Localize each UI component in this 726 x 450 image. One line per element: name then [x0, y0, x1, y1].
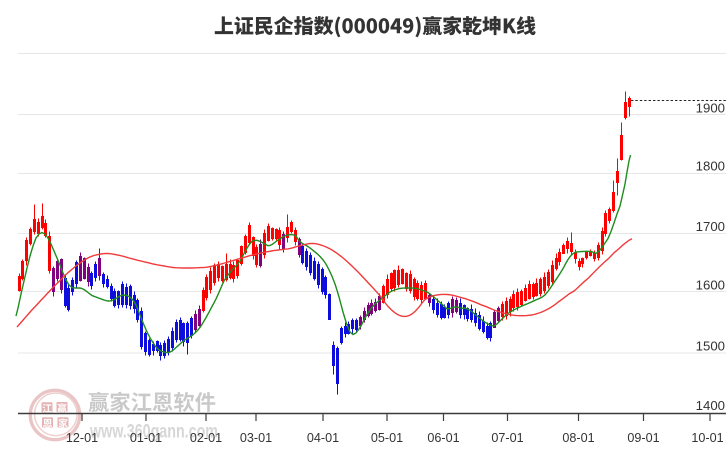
- svg-text:06-01: 06-01: [427, 431, 459, 445]
- svg-text:04-01: 04-01: [307, 431, 339, 445]
- svg-text:05-01: 05-01: [371, 431, 403, 445]
- svg-text:www.360gann.com: www.360gann.com: [89, 422, 218, 443]
- svg-text:1400: 1400: [696, 398, 725, 413]
- svg-text:01-01: 01-01: [130, 431, 162, 445]
- svg-text:02-01: 02-01: [190, 431, 222, 445]
- svg-text:1600: 1600: [696, 278, 725, 293]
- svg-text:1700: 1700: [696, 219, 725, 234]
- svg-text:08-01: 08-01: [562, 431, 594, 445]
- svg-text:07-01: 07-01: [491, 431, 523, 445]
- svg-text:12-01: 12-01: [66, 431, 98, 445]
- svg-text:1500: 1500: [696, 339, 725, 354]
- svg-text:1800: 1800: [696, 159, 725, 174]
- svg-text:10-01: 10-01: [691, 431, 723, 445]
- svg-text:09-01: 09-01: [627, 431, 659, 445]
- svg-text:1900: 1900: [696, 101, 725, 116]
- svg-text:03-01: 03-01: [240, 431, 272, 445]
